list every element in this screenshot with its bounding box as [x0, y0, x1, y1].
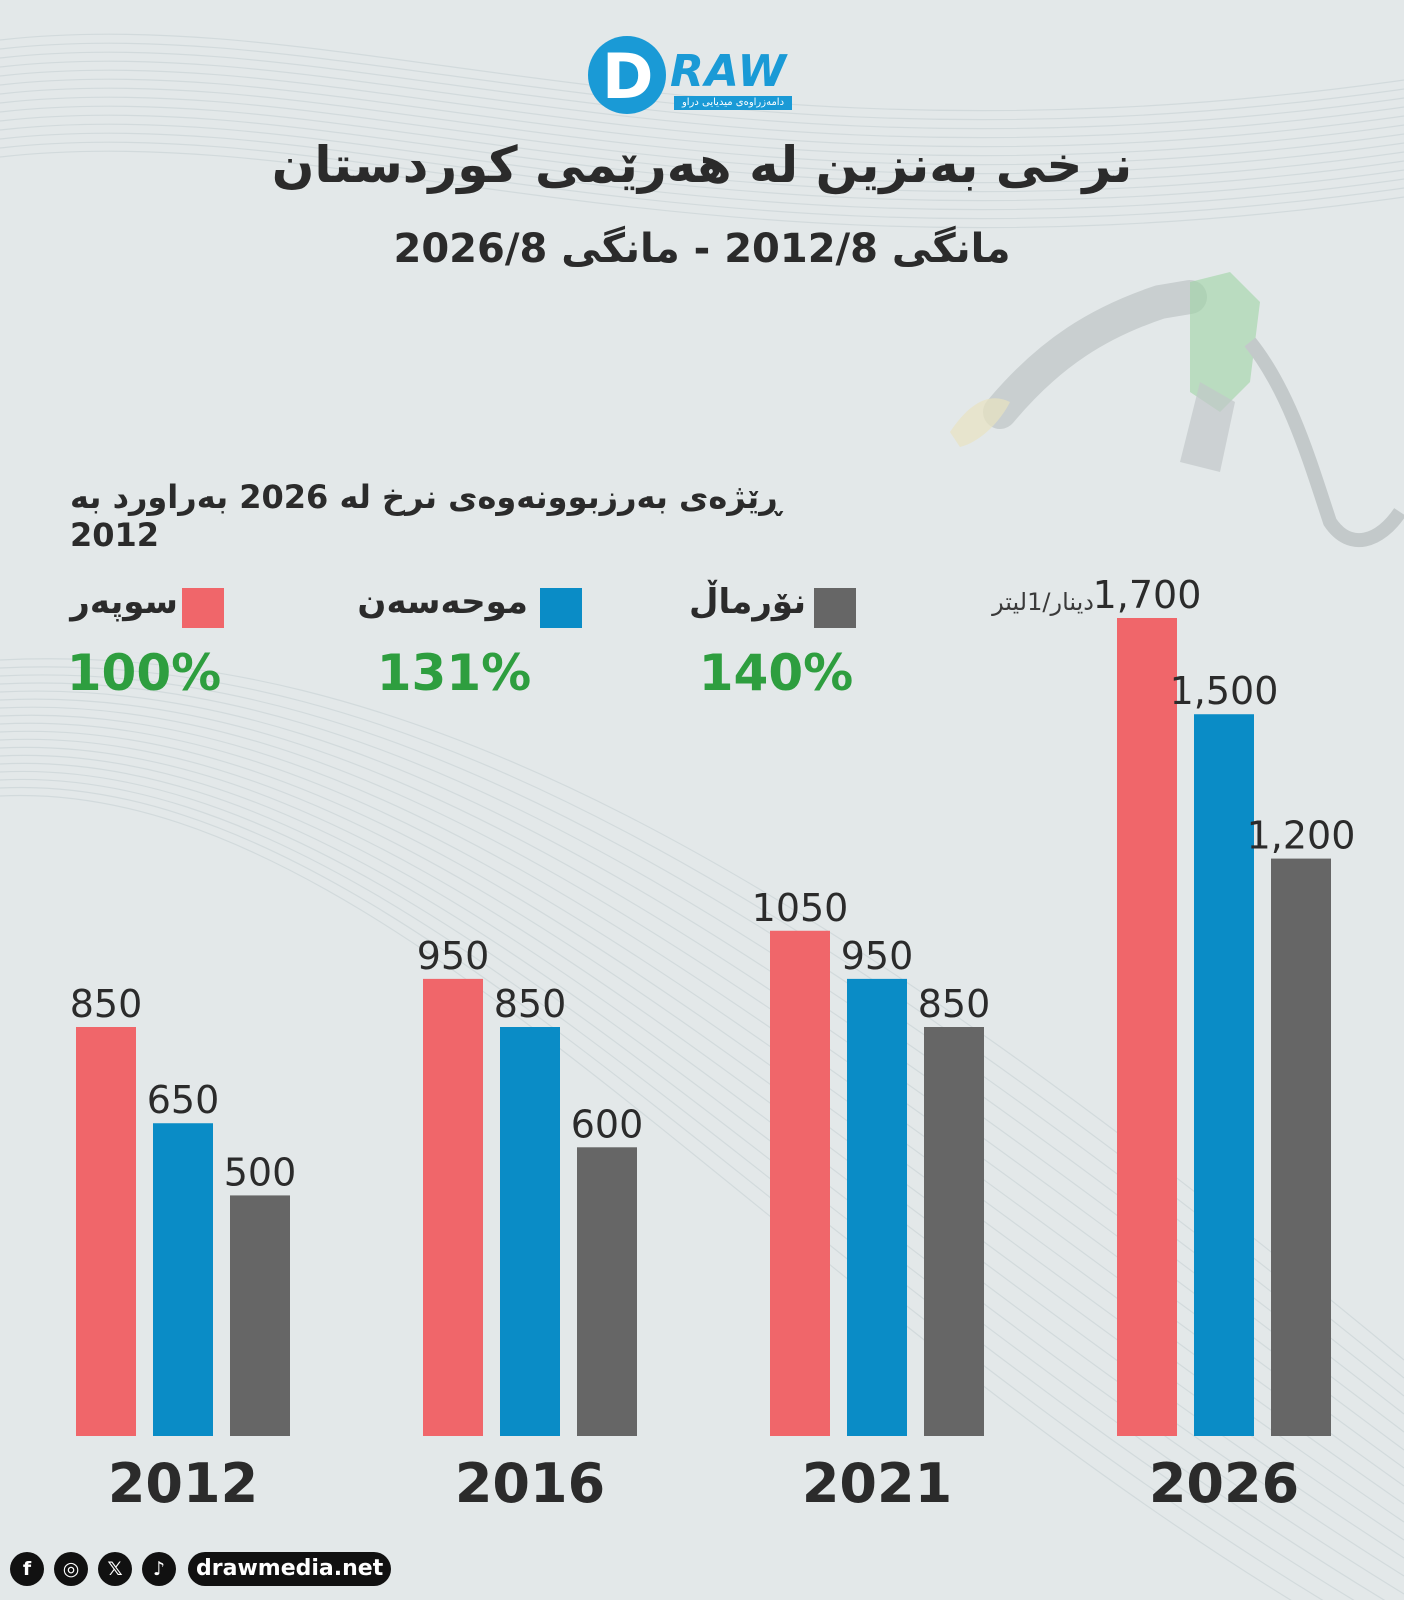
bar-super-2016 — [423, 978, 483, 1436]
value-label-super-2012: 850 — [70, 982, 143, 1026]
value-label-super-2026: 1,700 — [1093, 573, 1202, 617]
bar-premium-2026 — [1194, 714, 1254, 1436]
bar-normal-2026 — [1271, 858, 1331, 1436]
value-label-super-2016: 950 — [417, 934, 490, 978]
logo-letter: D — [602, 40, 654, 113]
logo-tagline: دامەزراوەی میدیایی دراو — [674, 96, 792, 110]
percent-premium: 131% — [376, 644, 532, 702]
value-label-premium-2016: 850 — [494, 982, 567, 1026]
legend-label-super: سوپەر — [70, 582, 178, 622]
bar-premium-2021 — [847, 978, 907, 1436]
category-label-2026: 2026 — [1149, 1452, 1299, 1515]
facebook-icon[interactable]: f — [10, 1552, 44, 1586]
value-label-super-2021: 1050 — [752, 886, 849, 930]
legend-label-premium: موحەسەن — [357, 582, 528, 622]
value-label-normal-2016: 600 — [571, 1102, 644, 1146]
increase-title: ڕێژەی بەرزبوونەوەی نرخ لە 2026 بەراورد ب… — [70, 478, 781, 554]
value-label-premium-2021: 950 — [841, 934, 914, 978]
draw-logo: D RAW دامەزراوەی میدیایی دراو — [588, 36, 818, 122]
fuel-nozzle-icon — [950, 272, 1404, 547]
page-subtitle: مانگی 2012/8 - مانگی 2026/8 — [393, 226, 1011, 272]
instagram-icon[interactable]: ◎ — [54, 1552, 88, 1586]
value-label-normal-2021: 850 — [918, 982, 991, 1026]
percent-normal: 140% — [698, 644, 854, 702]
value-label-premium-2012: 650 — [147, 1078, 220, 1122]
website-link[interactable]: drawmedia.net — [188, 1552, 392, 1586]
page-title: نرخی بەنزین لە هەرێمی کوردستان — [271, 136, 1133, 194]
unit-label: دینار/1لیتر — [992, 588, 1094, 616]
tiktok-icon[interactable]: ♪ — [142, 1552, 176, 1586]
logo-mark: D — [588, 36, 666, 114]
category-label-2012: 2012 — [108, 1452, 258, 1515]
bar-super-2021 — [770, 930, 830, 1436]
category-label-2016: 2016 — [455, 1452, 605, 1515]
logo-word: RAW — [670, 46, 788, 97]
bar-premium-2016 — [500, 1027, 560, 1436]
legend-swatch-normal — [814, 588, 856, 628]
bar-super-2012 — [76, 1027, 136, 1436]
category-label-2021: 2021 — [802, 1452, 952, 1515]
percent-super: 100% — [66, 644, 222, 702]
x-icon[interactable]: 𝕏 — [98, 1552, 132, 1586]
bar-normal-2021 — [924, 1027, 984, 1436]
value-label-normal-2026: 1,200 — [1247, 814, 1356, 858]
bar-super-2026 — [1117, 618, 1177, 1436]
value-label-normal-2012: 500 — [224, 1150, 297, 1194]
bar-premium-2012 — [153, 1123, 213, 1436]
legend-swatch-premium — [540, 588, 582, 628]
legend-swatch-super — [182, 588, 224, 628]
legend-label-normal: نۆرماڵ — [689, 582, 806, 622]
bar-normal-2016 — [577, 1147, 637, 1436]
value-label-premium-2026: 1,500 — [1170, 669, 1279, 713]
bar-normal-2012 — [230, 1195, 290, 1436]
